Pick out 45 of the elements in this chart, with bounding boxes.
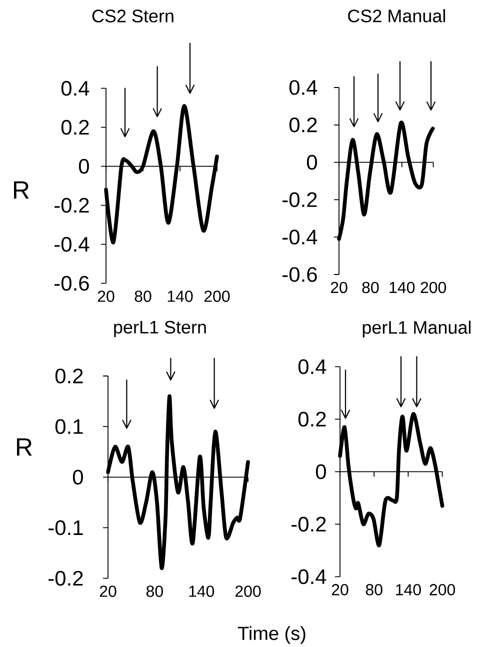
x-tick-label: 80 — [146, 586, 163, 597]
y-tick-label: 0.2 — [289, 117, 317, 132]
x-tick-label: 20 — [330, 282, 348, 294]
x-tick-label: 140 — [168, 290, 193, 302]
y-tick-label: 0.4 — [61, 80, 90, 96]
y-tick-label: -0.1 — [48, 520, 83, 536]
x-tick-label: 140 — [396, 584, 421, 596]
chart-title: CS2 Stern — [92, 10, 174, 22]
y-tick-label: 0.1 — [55, 419, 83, 434]
x-tick-label: 80 — [362, 282, 379, 294]
y-tick-label: 0.4 — [289, 80, 318, 95]
y-axis-title: R — [14, 181, 29, 199]
x-tick-label: 200 — [430, 584, 456, 596]
x-tick-label: 200 — [420, 282, 446, 294]
y-tick-label: 0 — [316, 464, 326, 480]
x-tick-label: 140 — [189, 586, 214, 597]
y-tick-label: 0 — [306, 154, 317, 170]
x-tick-label: 20 — [98, 290, 114, 302]
x-tick-label: 140 — [390, 282, 415, 294]
y-axis-title: R — [17, 438, 32, 456]
y-tick-label: 0.4 — [298, 359, 326, 374]
y-tick-label: -0.2 — [48, 570, 83, 586]
y-tick-label: -0.4 — [54, 236, 90, 252]
y-tick-label: -0.6 — [54, 276, 89, 291]
x-tick-label: 20 — [100, 586, 116, 597]
chart-title: perL1 Manual — [362, 320, 471, 338]
x-tick-label: 80 — [366, 584, 382, 596]
y-tick-label: 0 — [78, 158, 89, 174]
chart-title: perL1 Stern — [114, 320, 206, 338]
x-axis-title: Time (s) — [238, 626, 306, 644]
y-tick-label: 0.2 — [55, 368, 83, 384]
x-tick-label: 200 — [235, 586, 261, 597]
chart-title: CS2 Manual — [348, 9, 445, 22]
y-tick-label: -0.6 — [282, 267, 317, 282]
y-tick-label: 0.2 — [298, 412, 326, 427]
y-tick-label: -0.2 — [54, 198, 89, 213]
y-tick-label: 0 — [72, 470, 83, 485]
y-tick-label: -0.4 — [282, 230, 318, 245]
x-tick-label: 80 — [134, 290, 152, 302]
x-tick-label: 200 — [204, 290, 230, 302]
y-tick-label: 0.2 — [61, 120, 89, 135]
y-tick-label: -0.4 — [292, 569, 326, 584]
x-tick-label: 20 — [332, 584, 348, 596]
y-tick-label: -0.2 — [282, 192, 317, 208]
y-tick-label: -0.2 — [292, 516, 326, 532]
